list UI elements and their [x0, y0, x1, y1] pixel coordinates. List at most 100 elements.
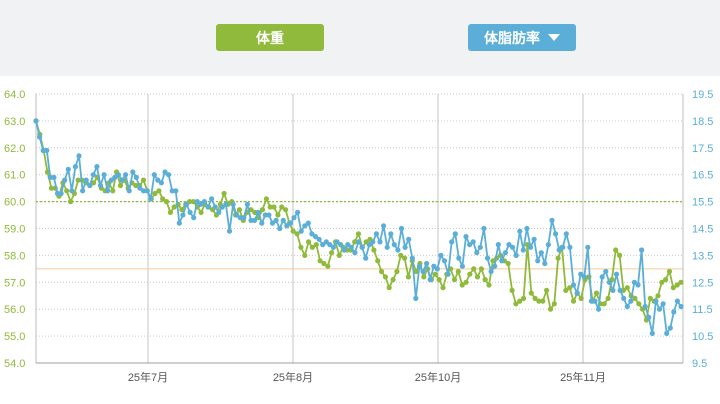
body-fat-data-point — [162, 169, 168, 175]
body-fat-data-point — [255, 209, 261, 215]
y-right-tick-label: 19.5 — [692, 89, 713, 101]
body-fat-data-point — [169, 188, 175, 194]
weight-data-point — [440, 285, 446, 291]
body-fat-dropdown-label: 体脂肪率 — [484, 29, 540, 46]
body-fat-data-point — [298, 228, 304, 234]
body-fat-data-point — [474, 250, 480, 256]
y-right-tick-label: 10.5 — [692, 331, 713, 343]
body-fat-data-point — [384, 244, 390, 250]
body-fat-data-point — [295, 209, 301, 215]
body-fat-data-point — [484, 255, 491, 261]
body-fat-data-point — [488, 268, 494, 275]
body-fat-data-point — [409, 255, 415, 261]
y-left-tick-label: 61.0 — [4, 170, 25, 182]
weight-data-point — [371, 247, 377, 253]
body-fat-data-point — [234, 212, 240, 218]
weight-data-point — [567, 285, 573, 291]
body-fat-data-point — [201, 199, 207, 205]
body-fat-data-point — [570, 282, 577, 288]
weight-data-point — [152, 190, 158, 197]
weight-data-point — [471, 266, 477, 272]
weight-data-point — [275, 212, 281, 218]
x-tick-label: 25年10月 — [415, 370, 461, 384]
body-fat-data-point — [115, 172, 121, 178]
body-fat-data-point — [445, 271, 451, 277]
weight-data-point — [605, 295, 611, 301]
weight-data-point — [402, 255, 408, 261]
body-fat-data-point — [406, 236, 412, 242]
weight-data-point — [91, 180, 97, 186]
body-fat-data-point — [105, 188, 111, 194]
body-fat-series-line — [35, 120, 682, 335]
weight-data-point — [467, 271, 473, 277]
y-right-tick-label: 17.5 — [692, 143, 713, 155]
body-fat-data-point — [341, 247, 347, 253]
body-fat-data-point — [140, 188, 147, 194]
weight-data-point — [317, 258, 323, 264]
body-fat-data-point — [449, 239, 455, 245]
body-fat-data-point — [549, 217, 555, 223]
body-fat-data-point — [639, 247, 645, 253]
x-tick-label: 25年7月 — [128, 370, 168, 384]
body-fat-data-point — [173, 188, 179, 194]
weight-data-point — [68, 199, 74, 205]
body-fat-data-point — [538, 250, 544, 256]
weight-data-point — [167, 209, 173, 215]
body-fat-data-point — [660, 301, 666, 307]
body-fat-data-point — [320, 242, 326, 248]
body-fat-data-point — [603, 268, 609, 275]
weight-data-point — [48, 185, 55, 191]
weight-data-point — [405, 274, 411, 280]
body-fat-data-point — [509, 244, 516, 250]
body-fat-data-point — [309, 231, 315, 237]
weight-data-point — [478, 266, 484, 272]
body-fat-data-point — [83, 177, 89, 183]
weight-data-point — [578, 295, 584, 301]
body-fat-data-point — [223, 201, 229, 207]
weight-data-point — [133, 182, 139, 189]
weight-data-point — [555, 255, 561, 261]
weight-data-point — [647, 295, 653, 301]
weight-button[interactable]: 体重 — [216, 24, 324, 51]
weight-data-point — [547, 306, 554, 312]
weight-data-point — [521, 295, 527, 301]
weight-data-point — [459, 282, 465, 288]
y-right-tick-label: 16.5 — [692, 170, 713, 182]
weight-data-point — [593, 290, 600, 296]
y-left-tick-label: 64.0 — [4, 89, 25, 101]
weight-data-point — [321, 260, 327, 267]
body-fat-data-point — [413, 295, 419, 301]
weight-data-point — [382, 274, 388, 280]
weight-data-point — [156, 188, 162, 194]
body-fat-dropdown[interactable]: 体脂肪率 — [468, 24, 576, 51]
weight-data-point — [390, 277, 396, 283]
weight-data-point — [179, 207, 185, 213]
body-fat-data-point — [517, 228, 523, 234]
weight-data-point — [655, 293, 661, 299]
body-fat-data-point — [671, 309, 677, 315]
body-fat-data-point — [427, 277, 433, 283]
body-fat-data-point — [37, 134, 43, 140]
body-fat-data-point — [359, 244, 365, 250]
body-fat-data-point — [191, 215, 197, 221]
body-fat-data-point — [352, 250, 358, 256]
x-tick-label: 25年11月 — [560, 370, 606, 384]
body-fat-data-point — [492, 263, 498, 269]
weight-data-point — [263, 196, 269, 202]
weight-data-point — [486, 282, 492, 288]
body-fat-data-point — [398, 225, 405, 232]
body-fat-data-point — [452, 231, 458, 237]
body-fat-data-point — [653, 298, 659, 304]
body-fat-data-point — [209, 196, 215, 202]
body-fat-data-point — [646, 314, 652, 320]
body-fat-data-point — [166, 172, 172, 178]
body-fat-data-point — [545, 242, 552, 248]
body-fat-data-point — [348, 244, 354, 250]
weight-data-point — [436, 277, 442, 283]
weight-data-point — [267, 204, 273, 210]
body-fat-data-point — [137, 185, 143, 191]
weight-data-point — [221, 190, 227, 197]
weight-data-point — [551, 301, 557, 307]
weight-data-point — [659, 279, 665, 285]
